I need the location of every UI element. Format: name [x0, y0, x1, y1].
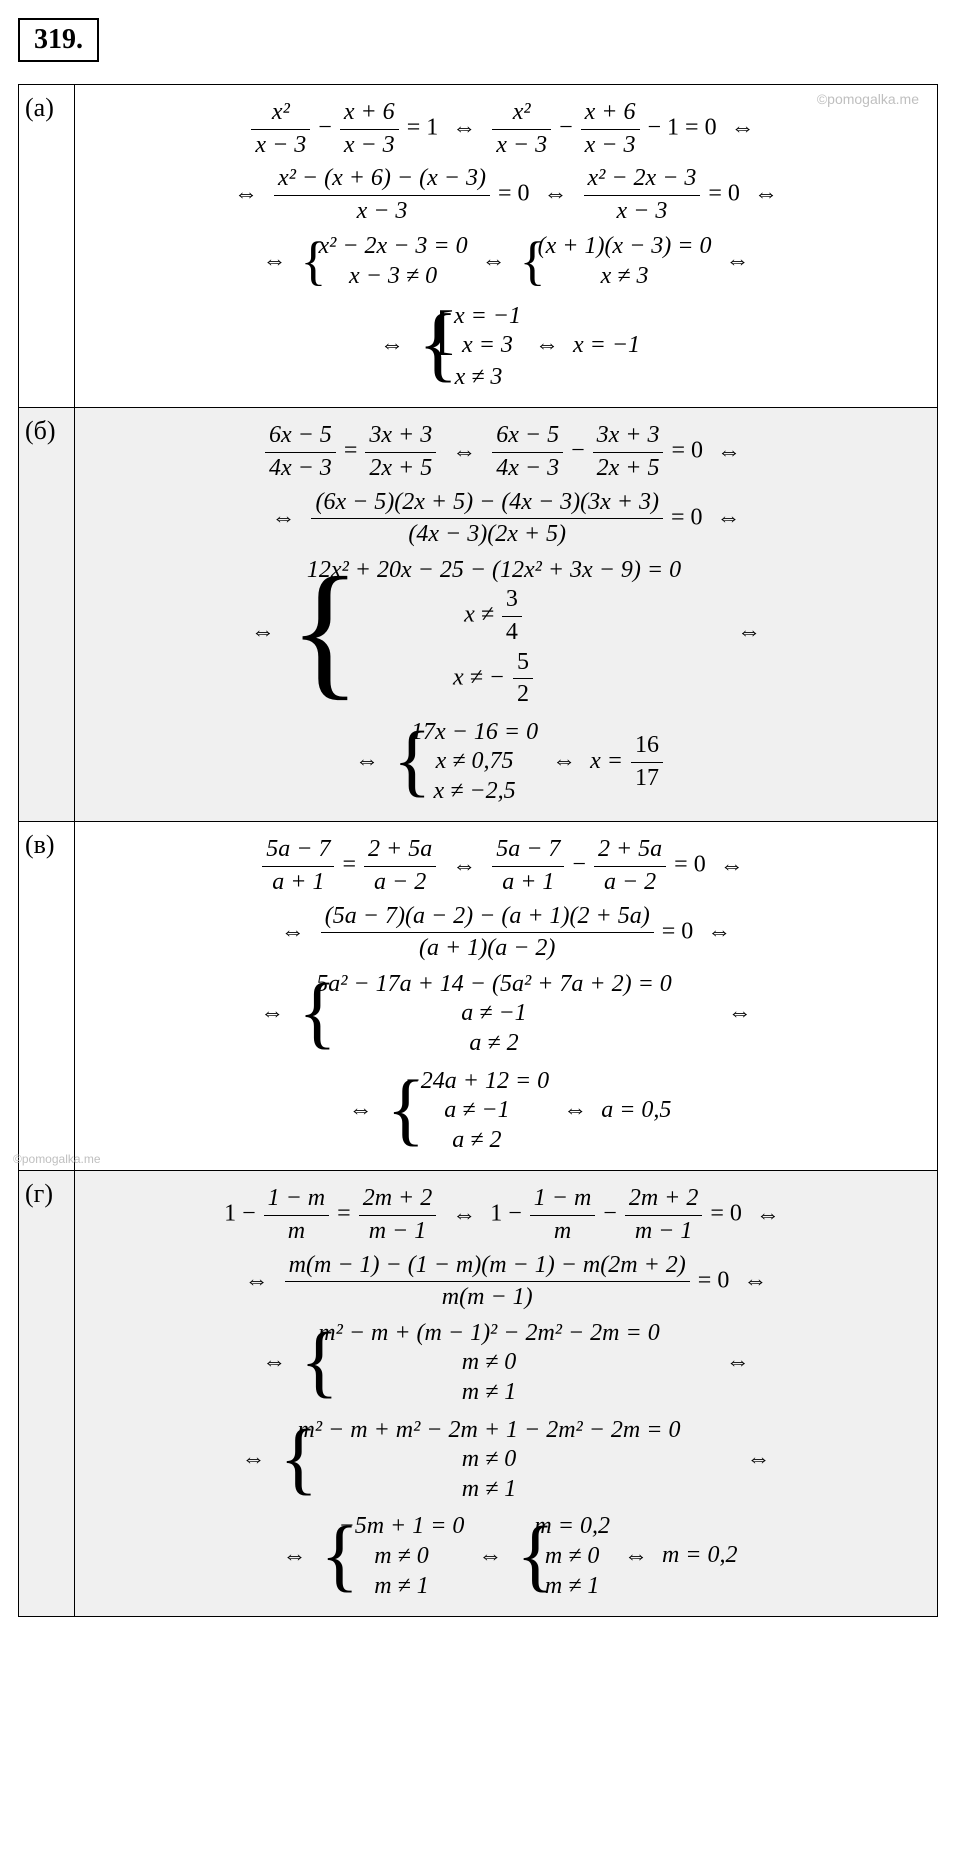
row-label-a: (а)	[19, 85, 75, 408]
math-line: 5a − 7a + 1 = 2 + 5aa − 2 ⇔ 5a − 7a + 1 …	[81, 836, 931, 896]
math-line: ⇔ { [ x = −1 x = 3 x ≠ 3 ⇔ x = −1	[81, 299, 931, 394]
row-content-a: ©pomogalka.me x²x − 3 − x + 6x − 3 = 1 ⇔…	[75, 85, 938, 408]
table-row: (г) 1 − 1 − mm = 2m + 2m − 1 ⇔ 1 − 1 − m…	[19, 1171, 938, 1617]
math-line: ⇔ { −24a + 12 = 0 a ≠ −1 a ≠ 2 ⇔ a = 0,5	[81, 1066, 931, 1157]
math-line: ⇔ m(m − 1) − (1 − m)(m − 1) − m(2m + 2)m…	[81, 1252, 931, 1312]
math-line: ⇔ x² − (x + 6) − (x − 3)x − 3 = 0 ⇔ x² −…	[81, 165, 931, 225]
math-line: x²x − 3 − x + 6x − 3 = 1 ⇔ x²x − 3 − x +…	[81, 99, 931, 159]
solutions-table: (а) ©pomogalka.me x²x − 3 − x + 6x − 3 =…	[18, 84, 938, 1617]
problem-number-box: 319.	[18, 18, 99, 62]
math-line: ⇔ (6x − 5)(2x + 5) − (4x − 3)(3x + 3)(4x…	[81, 489, 931, 549]
math-line: ⇔ { m² − m + m² − 2m + 1 − 2m² − 2m = 0 …	[81, 1415, 931, 1506]
math-line: ⇔ { −5m + 1 = 0 m ≠ 0 m ≠ 1 ⇔ { m = 0,2 …	[81, 1511, 931, 1602]
row-content-b: 6x − 54x − 3 = 3x + 32x + 5 ⇔ 6x − 54x −…	[75, 408, 938, 822]
table-row: (б) 6x − 54x − 3 = 3x + 32x + 5 ⇔ 6x − 5…	[19, 408, 938, 822]
math-line: ⇔ { 5a² − 17a + 14 − (5a² + 7a + 2) = 0 …	[81, 969, 931, 1060]
math-line: ⇔ { 12x² + 20x − 25 − (12x² + 3x − 9) = …	[81, 555, 931, 711]
row-content-c: 5a − 7a + 1 = 2 + 5aa − 2 ⇔ 5a − 7a + 1 …	[75, 822, 938, 1171]
table-row: (а) ©pomogalka.me x²x − 3 − x + 6x − 3 =…	[19, 85, 938, 408]
row-label-b: (б)	[19, 408, 75, 822]
problem-number: 319.	[34, 24, 83, 55]
math-line: 6x − 54x − 3 = 3x + 32x + 5 ⇔ 6x − 54x −…	[81, 422, 931, 482]
table-row: (в) ©pomogalka.me 5a − 7a + 1 = 2 + 5aa …	[19, 822, 938, 1171]
row-label-d: (г)	[19, 1171, 75, 1617]
row-label-c: (в) ©pomogalka.me	[19, 822, 75, 1171]
math-line: ⇔ { m² − m + (m − 1)² − 2m² − 2m = 0 m ≠…	[81, 1318, 931, 1409]
math-line: ⇔ { 17x − 16 = 0 x ≠ 0,75 x ≠ −2,5 ⇔ x =…	[81, 717, 931, 808]
math-line: ⇔ { x² − 2x − 3 = 0 x − 3 ≠ 0 ⇔ { (x + 1…	[81, 231, 931, 292]
math-line: ⇔ (5a − 7)(a − 2) − (a + 1)(2 + 5a)(a + …	[81, 903, 931, 963]
math-line: 1 − 1 − mm = 2m + 2m − 1 ⇔ 1 − 1 − mm − …	[81, 1185, 931, 1245]
row-content-d: 1 − 1 − mm = 2m + 2m − 1 ⇔ 1 − 1 − mm − …	[75, 1171, 938, 1617]
